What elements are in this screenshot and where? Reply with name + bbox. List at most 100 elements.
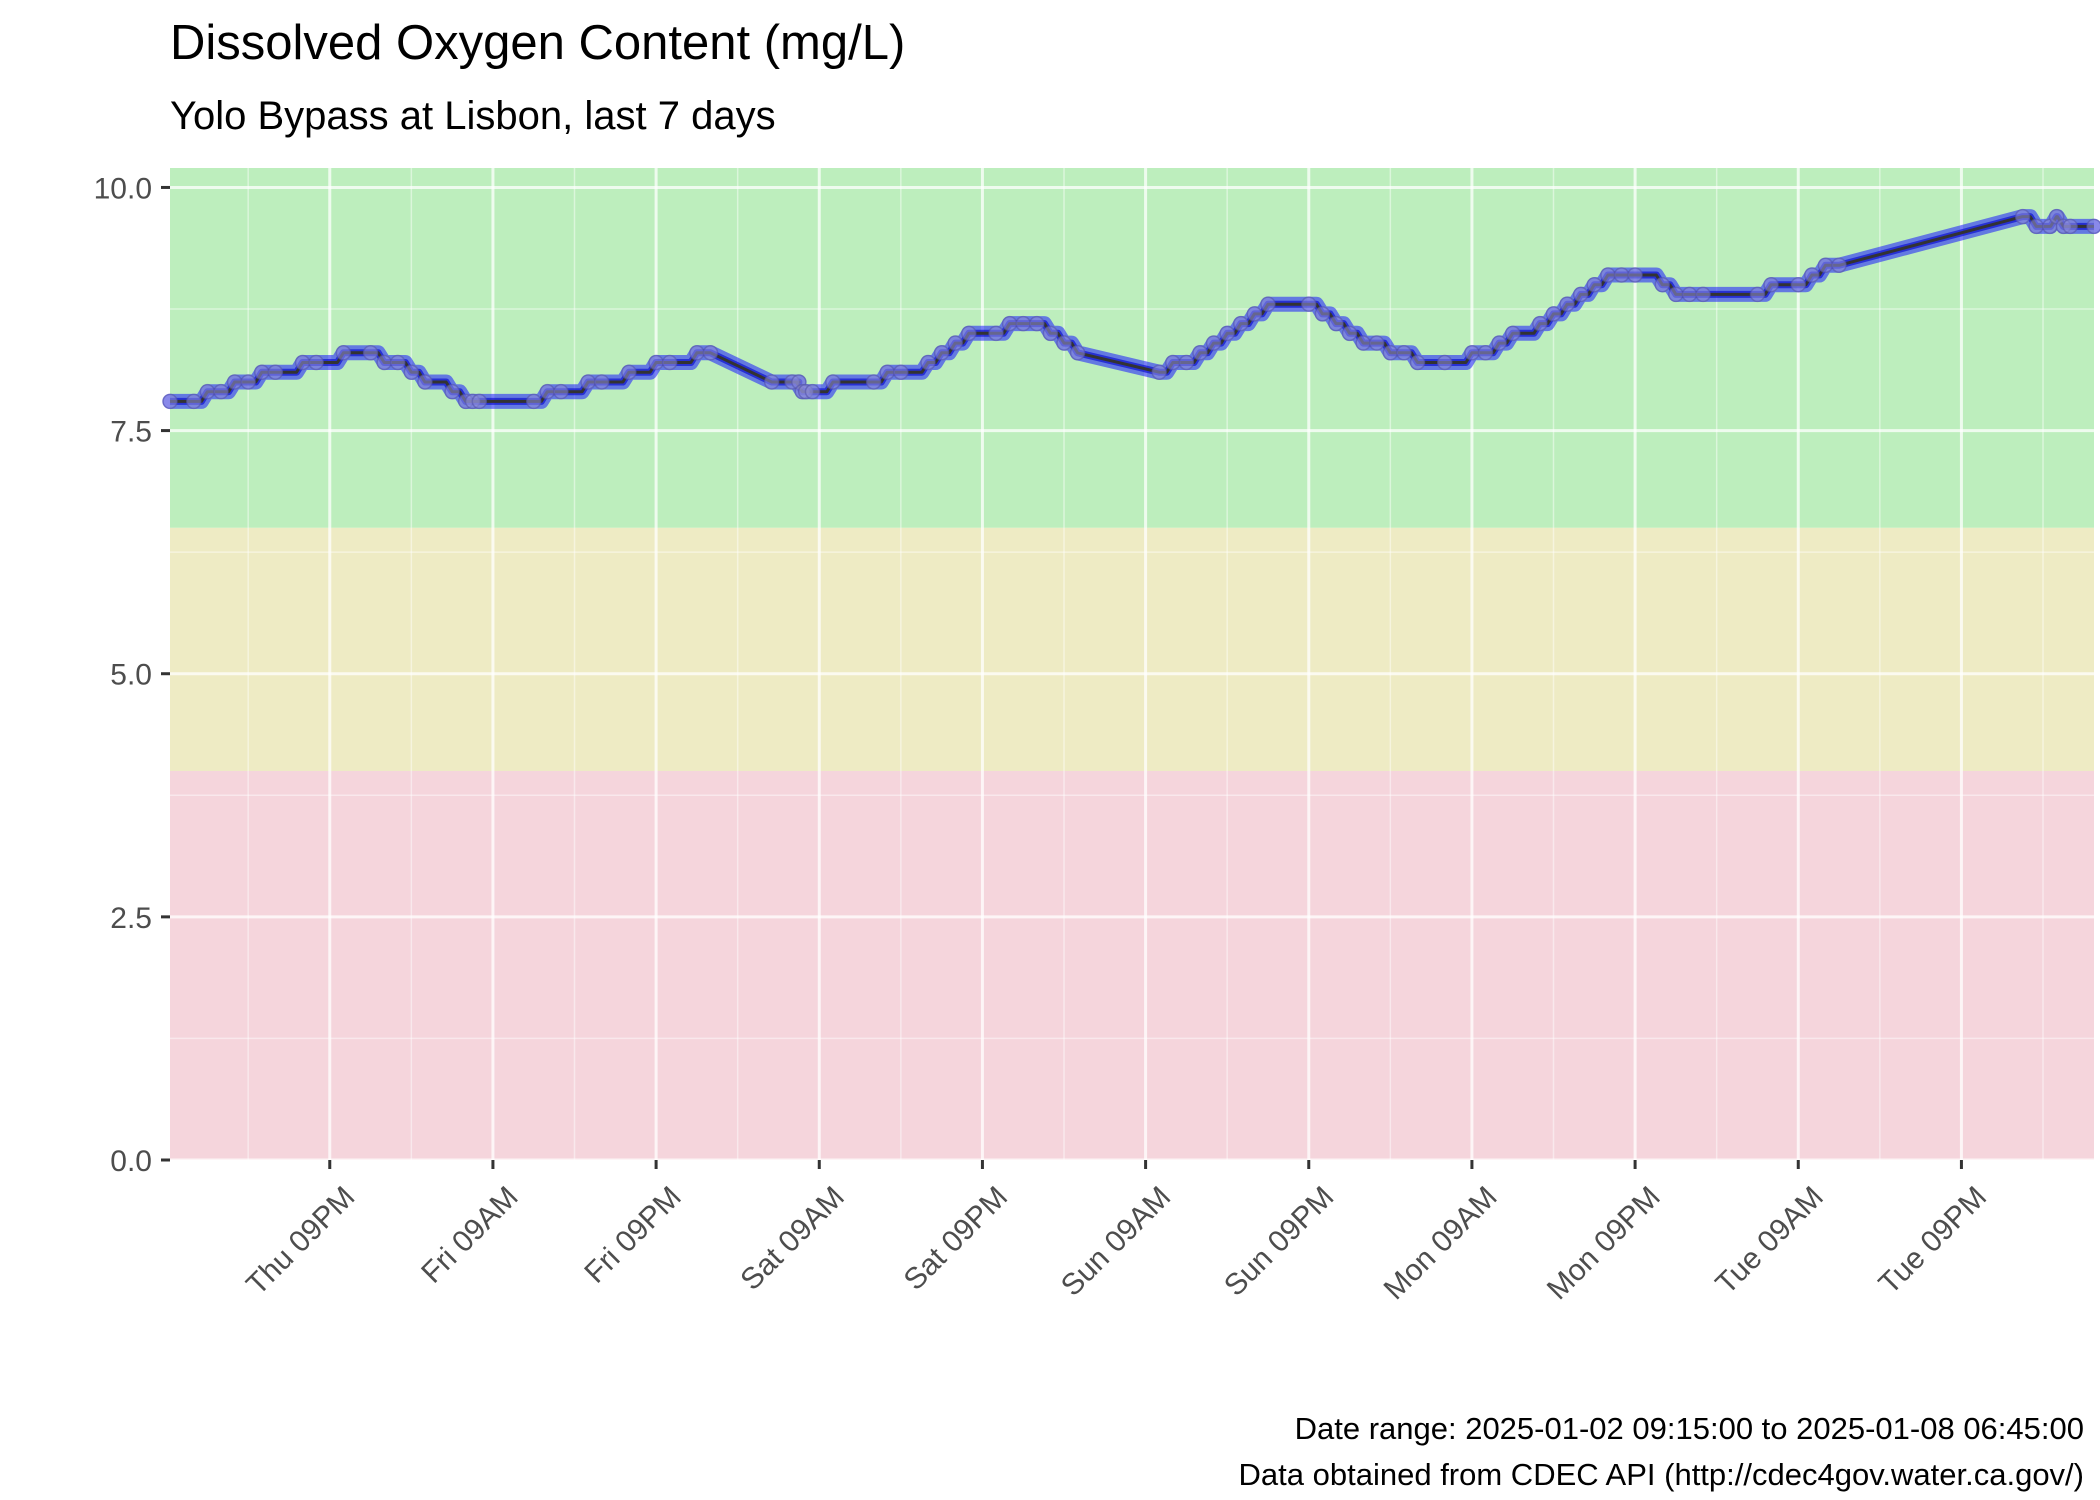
data-point: [1205, 335, 1222, 351]
data-point: [1464, 345, 1480, 361]
x-tick-label: Mon 09PM: [1541, 1180, 1667, 1306]
data-point: [1001, 315, 1018, 332]
data-point: [254, 364, 270, 380]
x-tick-label: Fri 09AM: [415, 1180, 524, 1289]
y-tick-label: 2.5: [110, 902, 152, 935]
chart-title: Dissolved Oxygen Content (mg/L): [170, 16, 906, 70]
data-point: [1029, 315, 1045, 332]
data-point: [920, 354, 936, 371]
data-point: [1165, 354, 1181, 371]
data-point: [689, 345, 705, 361]
data-point: [1301, 296, 1317, 312]
x-tick-label: Thu 09PM: [240, 1180, 361, 1301]
data-point: [1328, 315, 1344, 332]
x-tick-label: Sun 09AM: [1055, 1180, 1177, 1302]
data-point: [1831, 257, 1847, 274]
data-point: [1532, 315, 1548, 332]
data-point: [390, 354, 406, 371]
chart-caption: Date range: 2025-01-02 09:15:00 to 2025-…: [1239, 1406, 2084, 1498]
data-point: [1572, 286, 1589, 303]
data-point: [444, 383, 460, 400]
data-point: [525, 393, 542, 410]
data-point: [648, 354, 664, 371]
data-point: [199, 383, 216, 400]
data-point: [1341, 325, 1358, 342]
data-point: [865, 374, 882, 390]
data-point: [1491, 335, 1507, 351]
y-tick-label: 5.0: [110, 659, 152, 692]
data-point: [162, 393, 178, 410]
data-point: [702, 345, 719, 361]
data-point: [362, 345, 379, 361]
x-tick-label: Sat 09PM: [898, 1180, 1014, 1296]
data-point: [1586, 276, 1603, 293]
data-point: [580, 374, 596, 390]
y-tick-label: 7.5: [110, 416, 152, 449]
data-point: [1233, 315, 1249, 332]
data-point: [1804, 267, 1820, 283]
data-point: [1069, 345, 1086, 361]
data-point: [933, 345, 950, 361]
data-point: [621, 364, 637, 380]
data-point: [661, 354, 678, 371]
data-point: [1817, 257, 1834, 274]
data-point: [1396, 345, 1412, 361]
y-tick-label: 0.0: [110, 1145, 152, 1178]
data-point: [1668, 286, 1684, 303]
threshold-band-0: [170, 168, 2094, 528]
data-point: [2062, 218, 2078, 235]
data-point: [1382, 345, 1399, 361]
x-tick-label: Tue 09AM: [1709, 1180, 1829, 1300]
data-point: [1042, 325, 1059, 342]
data-point: [1504, 325, 1521, 342]
data-point: [1627, 267, 1643, 283]
data-point: [2028, 218, 2044, 235]
data-point: [1477, 345, 1494, 361]
data-point: [240, 374, 256, 390]
data-point: [1695, 286, 1711, 303]
data-point: [1151, 364, 1167, 380]
data-point: [2014, 208, 2031, 225]
data-point: [1600, 267, 1616, 283]
data-point: [539, 383, 556, 400]
data-point: [804, 383, 821, 400]
data-point: [879, 364, 896, 380]
data-point: [947, 335, 963, 351]
data-point: [186, 393, 202, 410]
data-point: [1246, 306, 1263, 322]
threshold-band-1: [170, 527, 2094, 771]
data-point: [1559, 296, 1575, 312]
data-point: [1192, 345, 1208, 361]
caption-date-range: Date range: 2025-01-02 09:15:00 to 2025-…: [1294, 1411, 2084, 1446]
x-tick-label: Mon 09AM: [1378, 1180, 1504, 1306]
data-point: [825, 374, 841, 390]
data-point: [1436, 354, 1453, 371]
threshold-band-2: [170, 770, 2094, 1160]
data-point: [1368, 335, 1385, 351]
data-point: [1681, 286, 1698, 303]
data-point: [893, 364, 909, 380]
data-point: [1613, 267, 1630, 283]
data-point: [213, 383, 229, 400]
data-point: [2086, 218, 2100, 235]
x-tick-label: Tue 09PM: [1873, 1180, 1993, 1300]
data-point: [1219, 325, 1235, 342]
x-tick-label: Fri 09PM: [578, 1180, 687, 1289]
data-point: [1056, 335, 1072, 351]
data-point: [1409, 354, 1426, 371]
data-point: [308, 354, 324, 371]
data-point: [763, 374, 780, 390]
y-tick-label: 10.0: [94, 172, 152, 205]
data-point: [294, 354, 311, 371]
data-point: [1314, 306, 1331, 322]
data-point: [1545, 306, 1562, 322]
x-tick-label: Sun 09PM: [1218, 1180, 1340, 1302]
data-point: [961, 325, 977, 342]
data-point: [267, 364, 284, 380]
data-point: [1763, 276, 1779, 293]
data-point: [553, 383, 569, 400]
data-point: [1654, 276, 1671, 293]
data-point: [1355, 335, 1371, 351]
x-tick-label: Sat 09AM: [734, 1180, 850, 1296]
